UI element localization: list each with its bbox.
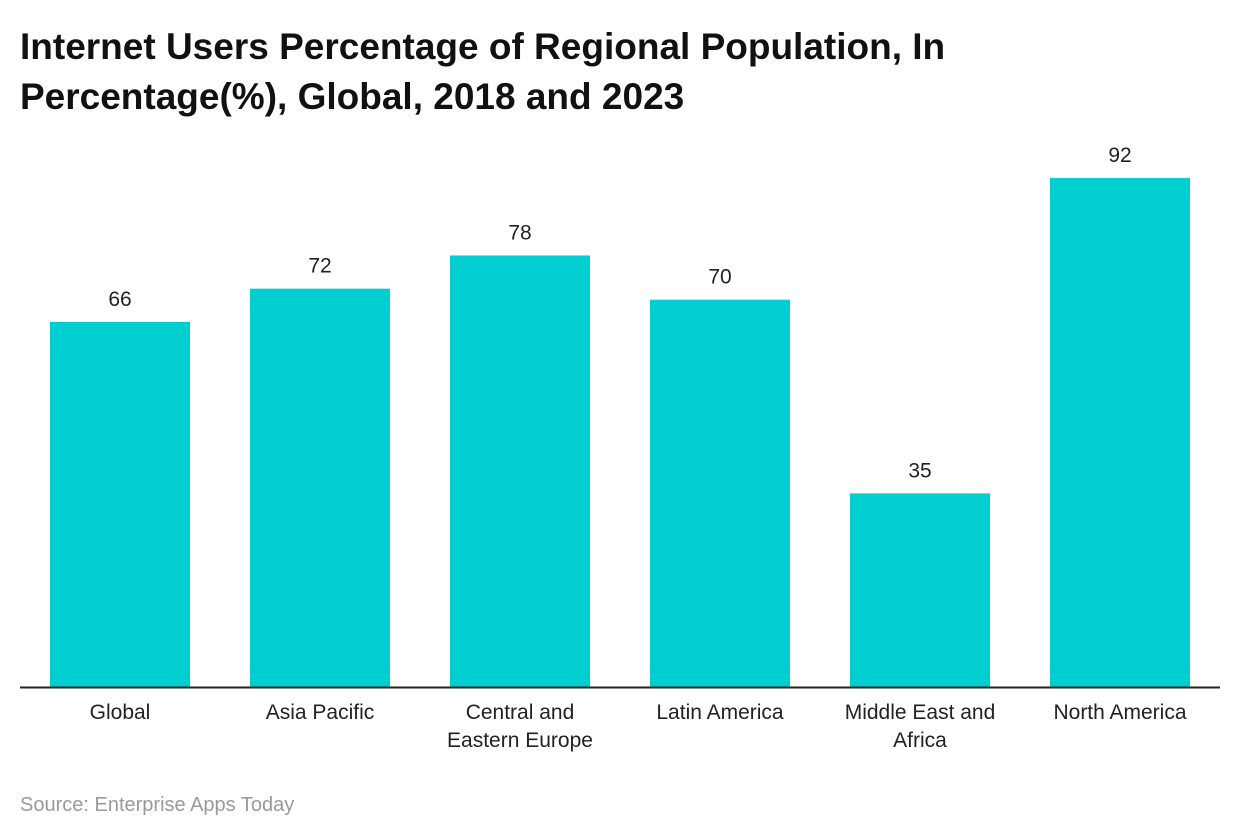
value-label: 70 xyxy=(708,266,731,289)
chart-title: Internet Users Percentage of Regional Po… xyxy=(20,26,946,117)
bar xyxy=(1050,178,1190,687)
bars-group xyxy=(50,178,1190,687)
value-label: 35 xyxy=(908,459,931,482)
bar xyxy=(250,288,390,687)
bar xyxy=(50,321,190,687)
category-label: Global xyxy=(90,701,151,724)
value-label: 92 xyxy=(1108,144,1131,167)
category-label: Middle East and xyxy=(845,701,996,724)
source-note: Source: Enterprise Apps Today xyxy=(20,794,295,816)
bar xyxy=(450,255,590,687)
value-label: 66 xyxy=(108,288,131,311)
category-label: Central and xyxy=(466,701,575,724)
category-label: Eastern Europe xyxy=(447,729,593,752)
value-labels-group: 66 72 78 70 35 92 xyxy=(108,144,1131,482)
value-label: 72 xyxy=(308,255,331,278)
category-labels-group: Global Asia Pacific Central and Eastern Eur… xyxy=(90,701,1187,752)
bar xyxy=(850,493,990,687)
category-label: North America xyxy=(1053,701,1186,724)
bar xyxy=(650,299,790,687)
value-label: 78 xyxy=(508,221,531,244)
category-label: Latin America xyxy=(656,701,784,724)
category-label: Asia Pacific xyxy=(266,701,375,724)
category-label: Africa xyxy=(893,729,947,752)
